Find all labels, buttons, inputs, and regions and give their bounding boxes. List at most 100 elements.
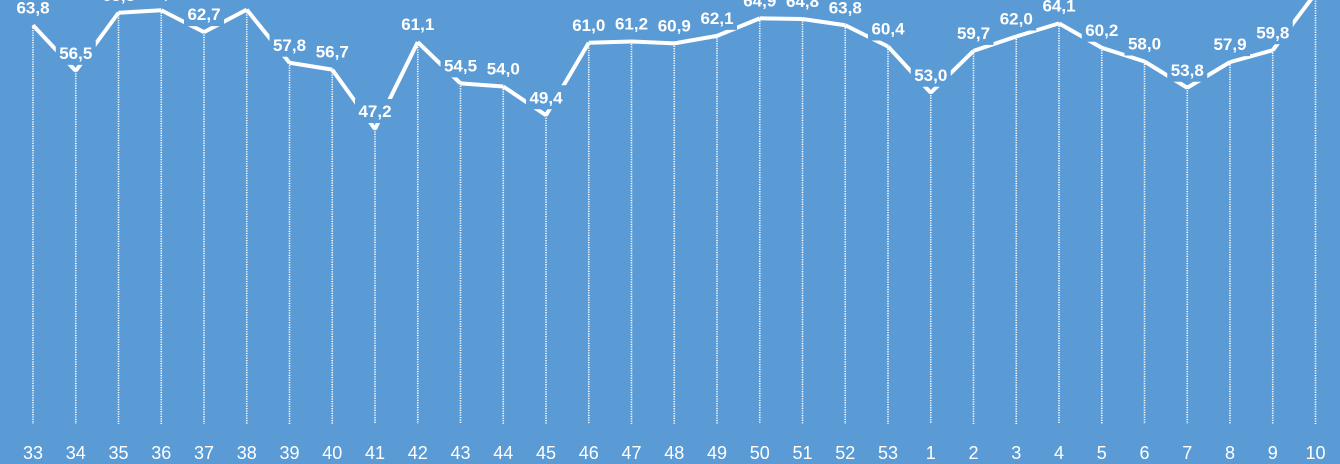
x-tick-label-38: 38 — [237, 443, 257, 463]
data-label-39: 57,8 — [273, 36, 306, 55]
data-label-35: 65,8 — [102, 0, 135, 5]
data-label-box-37 — [184, 2, 224, 27]
line-segment-2-3 — [972, 34, 1017, 53]
x-tick-label-50: 50 — [750, 443, 770, 463]
line-segment-39-40 — [289, 60, 333, 72]
x-tick-label-8: 8 — [1225, 443, 1235, 463]
data-label-46: 61,0 — [572, 16, 605, 35]
data-label-box-3 — [996, 6, 1037, 31]
data-label-52: 63,8 — [829, 0, 862, 17]
data-label-box-39 — [269, 32, 310, 57]
x-tick-label-37: 37 — [194, 443, 214, 463]
data-label-1: 53,0 — [914, 66, 947, 85]
data-label-37: 62,7 — [187, 5, 220, 24]
x-tick-label-7: 7 — [1182, 443, 1192, 463]
line-segment-4-5 — [1058, 21, 1103, 50]
line-segment-8-9 — [1229, 48, 1274, 65]
data-label-box-6 — [1124, 31, 1165, 56]
data-label-box-52 — [825, 0, 866, 20]
line-segment-51-52 — [802, 17, 846, 28]
data-label-41: 47,2 — [358, 102, 391, 121]
data-label-box-34 — [55, 40, 96, 65]
data-label-48: 60,9 — [658, 16, 691, 35]
data-label-44: 54,0 — [487, 60, 520, 79]
data-label-7: 53,8 — [1171, 61, 1204, 80]
data-label-box-9 — [1252, 20, 1293, 45]
data-label-box-49 — [697, 5, 737, 30]
data-label-40: 56,7 — [316, 43, 349, 62]
x-tick-label-52: 52 — [835, 443, 855, 463]
data-label-box-4 — [1039, 0, 1079, 18]
line-segment-44-45 — [502, 84, 548, 117]
line-segment-36-37 — [160, 8, 205, 34]
x-tick-label-33: 33 — [23, 443, 43, 463]
x-tick-label-47: 47 — [621, 443, 641, 463]
x-tick-label-5: 5 — [1097, 443, 1107, 463]
data-label-box-42 — [397, 12, 438, 37]
x-tick-label-43: 43 — [450, 443, 470, 463]
data-label-box-7 — [1167, 57, 1208, 82]
line-segment-50-51 — [759, 16, 803, 21]
x-tick-label-48: 48 — [664, 443, 684, 463]
line-segment-49-50 — [716, 16, 761, 38]
data-label-42: 61,1 — [401, 15, 434, 34]
x-tick-label-44: 44 — [493, 443, 513, 463]
x-tick-label-6: 6 — [1139, 443, 1149, 463]
x-tick-label-39: 39 — [279, 443, 299, 463]
x-tick-label-42: 42 — [408, 443, 428, 463]
data-label-box-35 — [98, 0, 139, 7]
data-label-45: 49,4 — [529, 88, 563, 107]
x-tick-label-35: 35 — [108, 443, 128, 463]
data-label-box-46 — [568, 12, 609, 37]
line-segment-3-4 — [1015, 21, 1060, 39]
line-segment-47-48 — [631, 39, 675, 46]
data-label-4: 64,1 — [1042, 0, 1075, 15]
data-label-box-50 — [739, 0, 780, 13]
x-tick-label-2: 2 — [968, 443, 978, 463]
x-tick-label-3: 3 — [1011, 443, 1021, 463]
data-label-box-47 — [611, 11, 652, 36]
data-label-5: 60,2 — [1085, 21, 1118, 40]
data-label-box-1 — [910, 62, 951, 87]
x-tick-label-36: 36 — [151, 443, 171, 463]
x-tick-label-41: 41 — [365, 443, 385, 463]
x-tick-label-51: 51 — [792, 443, 812, 463]
data-label-43: 54,5 — [444, 56, 477, 75]
data-label-box-36 — [141, 0, 182, 5]
x-axis-ticks: 33 34 35 36 37 38 39 40 41 42 43 44 45 46 47 48 49 50 51 52… — [23, 443, 1326, 463]
data-label-box-40 — [312, 39, 353, 64]
data-label-box-41 — [355, 99, 395, 123]
data-label-8: 57,9 — [1213, 35, 1246, 54]
data-label-53: 60,4 — [871, 20, 905, 39]
line-segment-46-47 — [588, 39, 632, 45]
data-label-6: 58,0 — [1128, 35, 1161, 54]
data-label-9: 59,8 — [1256, 23, 1289, 42]
line-segment-35-36 — [118, 8, 162, 15]
line-segment-48-49 — [673, 33, 718, 46]
data-label-50: 64,9 — [743, 0, 776, 10]
data-label-49: 62,1 — [700, 9, 733, 28]
data-label-box-44 — [483, 56, 524, 81]
line-segment-37-38 — [203, 7, 248, 34]
line-segment-7-8 — [1186, 60, 1232, 90]
x-tick-label-10: 10 — [1305, 443, 1325, 463]
x-tick-label-34: 34 — [66, 443, 86, 463]
data-label-box-51 — [782, 0, 823, 13]
data-label-box-33 — [13, 0, 53, 20]
x-tick-label-45: 45 — [536, 443, 556, 463]
data-label-38: 66,3 — [230, 0, 263, 2]
x-tick-label-4: 4 — [1054, 443, 1064, 463]
line-segment-5-6 — [1101, 45, 1146, 64]
x-tick-label-40: 40 — [322, 443, 342, 463]
drop-lines — [32, 0, 1317, 424]
data-label-box-45 — [526, 85, 566, 110]
data-label-51: 64,8 — [786, 0, 819, 11]
x-tick-label-9: 9 — [1268, 443, 1278, 463]
line-segment-43-44 — [460, 81, 504, 89]
data-label-47: 61,2 — [615, 15, 648, 34]
x-tick-label-49: 49 — [707, 443, 727, 463]
data-label-box-5 — [1081, 17, 1122, 42]
